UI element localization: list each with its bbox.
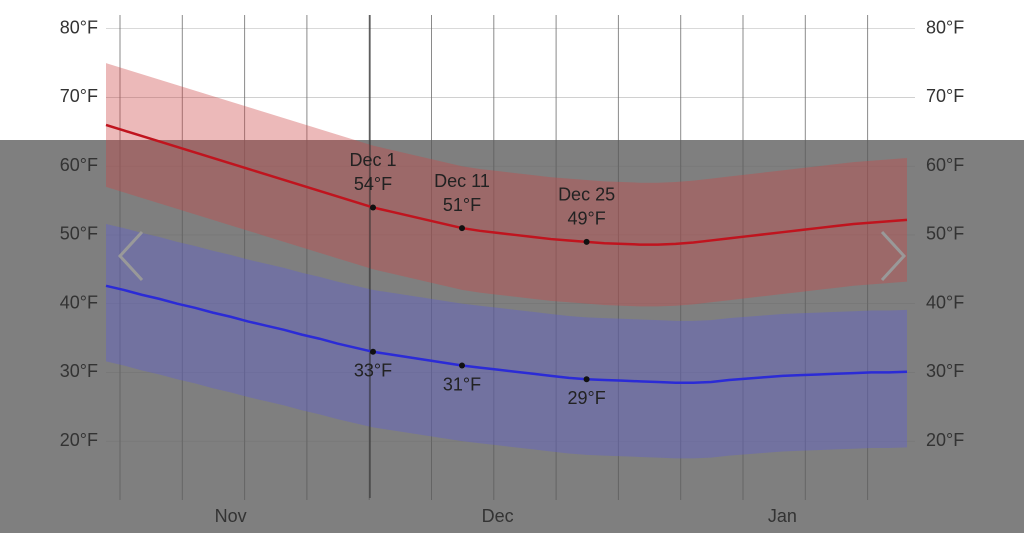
y-tick-label-right: 60°F [926,155,964,175]
value-label: 49°F [567,209,605,229]
y-tick-label: 50°F [60,224,98,244]
y-tick-label-right: 30°F [926,361,964,381]
point [459,225,465,232]
x-tick-label: Nov [215,506,247,526]
value-label: 54°F [354,174,392,194]
y-tick-label: 20°F [60,430,98,450]
top-region [0,0,1024,140]
point [583,238,590,245]
y-tick-label: 40°F [60,292,98,312]
y-tick-label-right: 70°F [926,86,964,106]
y-tick-label: 70°F [60,86,98,106]
date-label: Dec 11 [434,171,490,191]
y-tick-label: 30°F [60,361,98,381]
y-tick-label: 80°F [60,17,98,37]
value-label: 51°F [443,195,481,215]
point [370,204,376,211]
point [459,362,465,369]
y-tick-label-right: 20°F [926,430,964,450]
y-tick-label-right: 40°F [926,292,964,312]
range-band [106,223,907,459]
value-label: 31°F [443,374,481,394]
next-arrow[interactable] [880,230,907,282]
value-label: 29°F [567,388,605,408]
x-tick-label: Dec [482,506,514,526]
y-tick-label-right: 50°F [926,224,964,244]
y-tick-label: 60°F [60,155,98,175]
date-label: Dec 1 [349,150,396,170]
line [105,123,908,246]
range-band [106,63,907,307]
previous-arrow[interactable] [117,230,144,282]
point [370,348,376,355]
date-label: Dec 25 [558,185,615,205]
x-tick-label: Jan [768,506,797,526]
line [105,284,908,384]
point [583,376,590,383]
value-label: 33°F [354,361,392,381]
y-tick-label-right: 80°F [926,17,964,37]
plot: 20°F 20°F 30°F 30°F 40°F 40°F 50°F 50°F 60°F 60°F… [60,15,964,526]
